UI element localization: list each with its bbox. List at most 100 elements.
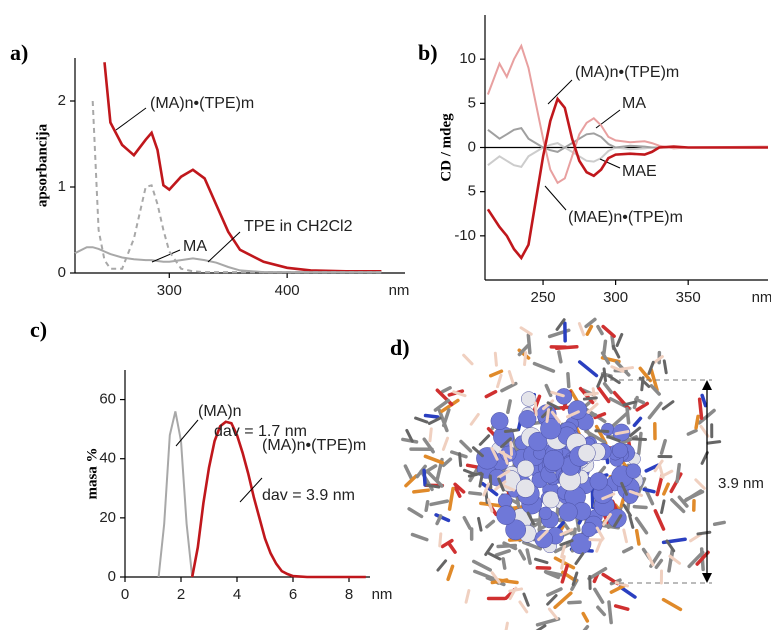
annotation: dav = 3.9 nm	[262, 487, 355, 504]
bond	[576, 554, 583, 564]
panel-label: a)	[10, 40, 28, 65]
bond	[598, 607, 604, 614]
bond	[662, 441, 666, 454]
bond	[649, 403, 660, 417]
bond	[443, 438, 447, 449]
atom	[612, 443, 627, 458]
y-tick-label: 5	[468, 94, 476, 111]
bond	[471, 415, 478, 425]
bond	[424, 470, 425, 485]
atom	[626, 464, 641, 479]
series-label: (MAE)n•(TPE)m	[568, 209, 683, 226]
bond	[538, 619, 559, 625]
bond	[664, 484, 668, 494]
bond	[604, 369, 605, 381]
bond	[444, 459, 451, 465]
x-tick-label: 2	[177, 586, 185, 603]
bond	[630, 428, 639, 436]
bond	[579, 324, 583, 335]
atom	[519, 410, 536, 427]
bond	[449, 544, 455, 552]
bond	[708, 442, 720, 443]
y-tick-label: 5	[468, 183, 476, 200]
bond	[599, 388, 609, 401]
bond	[414, 490, 428, 492]
y-axis-label: masa %	[84, 447, 100, 499]
bond	[524, 594, 528, 605]
y-tick-label: 0	[468, 138, 476, 155]
bond	[430, 429, 431, 441]
bond	[448, 566, 452, 579]
bond	[702, 395, 705, 405]
bond	[656, 561, 661, 568]
y-axis-label: CD / mdeg	[438, 113, 454, 182]
bond	[487, 521, 493, 526]
x-tick-label: 0	[121, 586, 129, 603]
x-axis-label: nm	[752, 289, 771, 306]
atom	[559, 503, 578, 522]
bond	[496, 551, 509, 555]
bond	[603, 327, 614, 337]
atom	[582, 522, 597, 537]
bond	[617, 334, 622, 345]
bond	[562, 557, 565, 569]
bond	[598, 375, 603, 386]
bond	[700, 399, 702, 418]
bond	[427, 485, 439, 487]
bond	[505, 623, 507, 630]
label-pointer	[208, 232, 240, 262]
bond	[480, 436, 488, 445]
bond	[466, 591, 469, 603]
bond	[587, 327, 591, 335]
bond	[634, 439, 646, 440]
bond	[425, 456, 442, 462]
bond	[464, 355, 472, 364]
bond	[663, 600, 680, 610]
bond	[511, 442, 512, 454]
bond	[613, 346, 618, 357]
bond	[557, 347, 577, 349]
bond	[416, 418, 427, 422]
bond	[429, 418, 440, 423]
bond	[677, 465, 679, 482]
bond	[502, 384, 516, 391]
annotation: dav = 1.7 nm	[214, 423, 307, 440]
atom	[476, 447, 498, 469]
x-tick-label: 6	[289, 586, 297, 603]
bond	[715, 522, 725, 524]
bond	[403, 439, 417, 441]
bond	[596, 431, 608, 432]
bond	[616, 606, 628, 609]
bond	[498, 375, 501, 386]
figure: d) 3.9 nm a)012300400nmapsorbancija(MA)n…	[0, 0, 771, 630]
dimension-label: 3.9 nm	[718, 475, 764, 492]
bond	[426, 416, 438, 417]
bond	[444, 410, 449, 426]
y-tick-label: 1	[58, 178, 66, 195]
bond	[605, 384, 612, 393]
bond	[604, 341, 606, 353]
atom	[517, 460, 534, 477]
x-axis-label: nm	[389, 282, 410, 299]
y-tick-label: 20	[99, 509, 116, 526]
bond	[547, 410, 549, 422]
bond	[440, 534, 441, 546]
bond	[486, 392, 495, 397]
label-pointer	[545, 186, 566, 210]
x-tick-label: 250	[531, 289, 556, 306]
bond	[634, 507, 646, 508]
bond	[495, 353, 496, 365]
bond	[546, 386, 550, 396]
atom	[608, 509, 627, 528]
x-tick-label: 8	[345, 586, 353, 603]
bond	[527, 550, 530, 563]
bond	[557, 320, 564, 330]
bond	[528, 335, 530, 353]
bond	[597, 540, 601, 551]
bond	[426, 502, 427, 510]
bond	[503, 559, 505, 568]
series-label: MAE	[622, 163, 657, 180]
bond	[535, 403, 536, 415]
bond	[637, 404, 647, 410]
atom	[516, 479, 534, 497]
